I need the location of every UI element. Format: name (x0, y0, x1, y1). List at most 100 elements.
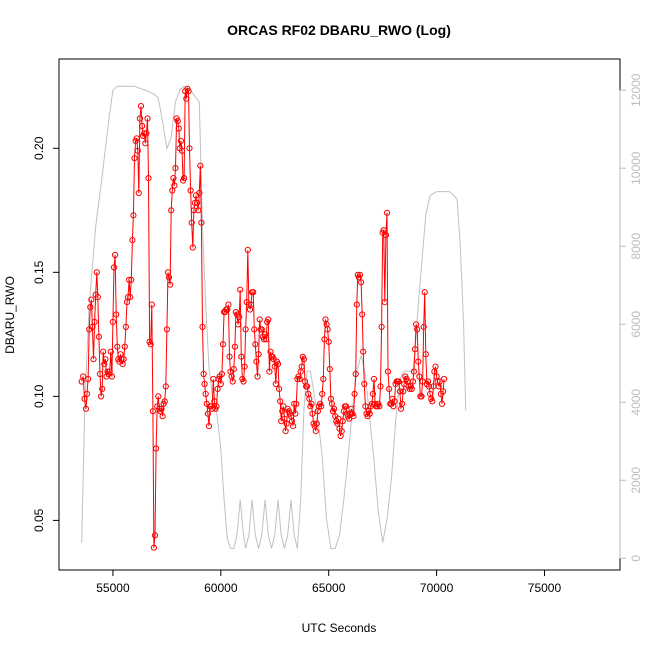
right-y-tick-label: 8000 (629, 233, 643, 260)
data-point (244, 246, 251, 254)
data-point (411, 346, 419, 353)
data-point (102, 356, 109, 363)
data-point (229, 378, 236, 385)
data-point (187, 187, 194, 194)
data-point (170, 175, 177, 182)
data-point (291, 400, 298, 407)
data-point (85, 375, 92, 383)
data-point (127, 294, 134, 301)
data-point (418, 393, 425, 400)
data-point (356, 271, 364, 278)
data-point (88, 296, 95, 303)
data-point (382, 232, 389, 239)
data-point (219, 341, 227, 348)
data-point (94, 294, 101, 301)
data-point (168, 207, 175, 214)
data-point (256, 316, 263, 323)
data-point (384, 368, 392, 375)
data-point (391, 398, 398, 405)
data-point (112, 251, 119, 259)
data-point (438, 400, 446, 407)
data-point (378, 323, 385, 330)
data-point (318, 403, 325, 410)
data-point (137, 103, 145, 110)
data-point (238, 353, 245, 360)
data-point (93, 269, 100, 276)
data-point (325, 338, 332, 345)
data-point (320, 375, 327, 383)
data-point (342, 403, 350, 410)
right-y-tick-label: 12000 (629, 73, 643, 107)
x-tick-label: 60000 (204, 581, 238, 595)
data-point (247, 301, 255, 308)
y-axis-label: DBARU_RWO (3, 276, 17, 354)
x-tick-label: 65000 (312, 581, 346, 595)
data-point (172, 165, 179, 172)
data-point (218, 370, 225, 378)
data-point (400, 388, 407, 395)
data-point (211, 398, 218, 405)
data-point (175, 125, 182, 132)
data-point (380, 227, 387, 234)
data-point (133, 135, 140, 142)
data-point (147, 341, 154, 348)
data-point (139, 122, 146, 130)
data-point (108, 373, 116, 380)
data-point (131, 155, 138, 162)
data-point (353, 301, 360, 308)
data-point (163, 326, 170, 333)
data-point (128, 276, 135, 283)
data-point (148, 301, 155, 308)
data-point (359, 311, 366, 318)
data-point (213, 403, 220, 410)
data-point (177, 137, 184, 144)
data-point (370, 375, 378, 383)
data-point (383, 209, 391, 216)
data-point (414, 326, 421, 333)
data-point (409, 378, 416, 385)
data-point (144, 115, 151, 122)
data-point (369, 390, 376, 397)
data-point (328, 400, 335, 407)
data-point (202, 390, 209, 397)
x-tick-label: 75000 (528, 581, 562, 595)
data-point (124, 294, 132, 301)
data-point (324, 326, 331, 333)
data-point (87, 304, 94, 311)
right-y-tick-label: 4000 (629, 389, 643, 416)
data-point (98, 393, 105, 400)
data-point (151, 532, 159, 539)
data-point (304, 383, 311, 390)
data-point (254, 373, 261, 380)
data-point (196, 189, 203, 197)
data-point (376, 403, 383, 410)
data-point (309, 410, 316, 417)
data-point (313, 420, 320, 427)
y-tick-label: 0.20 (32, 136, 46, 160)
data-point (107, 348, 114, 355)
data-point (266, 368, 273, 375)
data-point (136, 115, 143, 122)
data-point (331, 405, 338, 412)
right-y-tick-label: 10000 (629, 151, 643, 185)
data-point (135, 189, 142, 197)
data-point (319, 390, 326, 397)
data-point (312, 428, 319, 435)
data-point (150, 544, 157, 551)
data-point (338, 428, 345, 435)
data-point (416, 373, 423, 380)
data-point (83, 390, 91, 397)
data-point (81, 395, 88, 402)
data-point (263, 336, 270, 343)
right-y-tick-label: 0 (629, 555, 643, 562)
data-point (421, 289, 428, 296)
data-point (236, 313, 243, 321)
series-layer (78, 85, 467, 551)
data-point (250, 289, 257, 296)
data-point (377, 383, 384, 390)
data-point (410, 368, 417, 375)
right-y-tick-label: 6000 (629, 311, 643, 338)
data-point (255, 351, 262, 358)
data-point (89, 323, 96, 330)
data-point (130, 212, 137, 219)
